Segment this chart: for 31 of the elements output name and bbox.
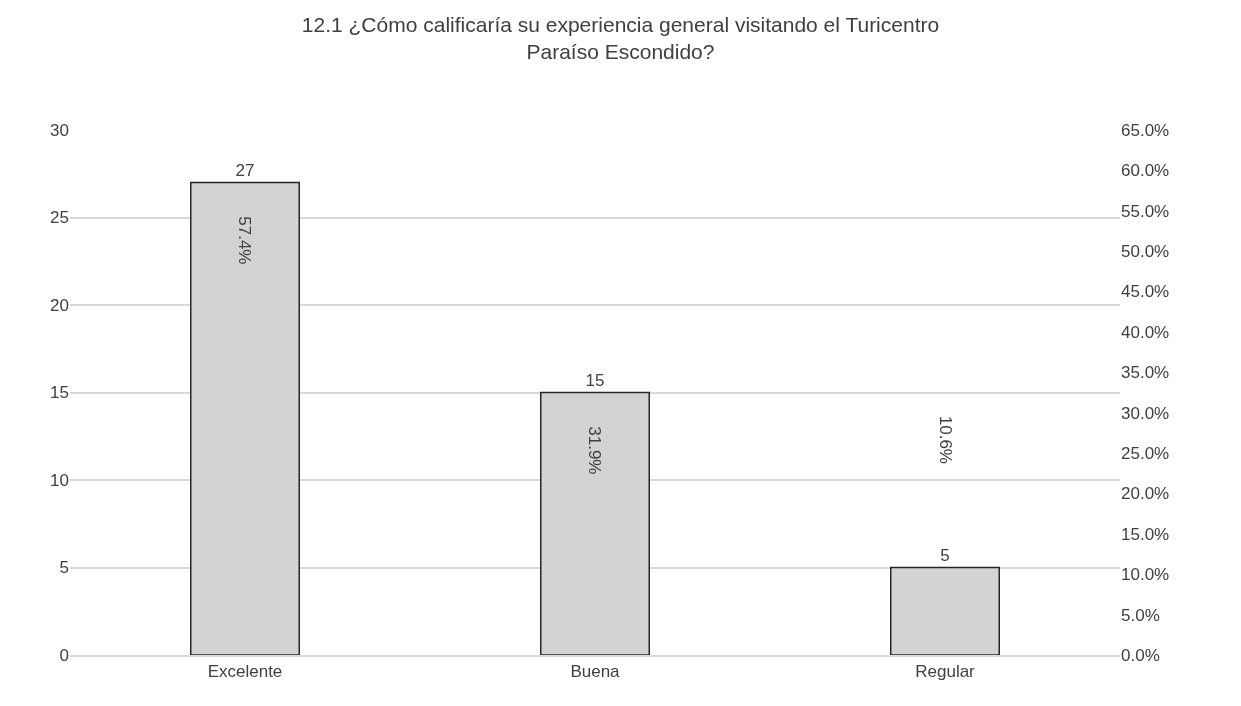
y2-tick-label: 45.0%: [1121, 282, 1170, 302]
y2-tick-label: 10.0%: [1121, 565, 1170, 585]
y2-tick-label: 60.0%: [1121, 161, 1170, 181]
x-tick-label: Excelente: [207, 662, 283, 682]
x-tick-label: Buena: [570, 662, 621, 682]
data-label: 5: [940, 545, 950, 565]
y2-tick-label: 20.0%: [1121, 484, 1170, 504]
y-tick-label: 10: [50, 470, 69, 490]
y2-tick-label: 30.0%: [1121, 403, 1170, 423]
chart-title: 12.1 ¿Cómo calificaría su experiencia general visitando el Turicentro Paraíso Escondido?: [301, 12, 940, 64]
data-label: 15: [585, 370, 605, 390]
y2-tick-label: 50.0%: [1121, 242, 1170, 262]
y-tick-label: 5: [59, 558, 69, 578]
y-tick-label: 0: [59, 645, 69, 665]
data-label: 27: [235, 160, 255, 180]
y2-tick-label: 55.0%: [1121, 201, 1170, 221]
annotation: 57.4%: [235, 216, 255, 265]
y2-tick-label: 15.0%: [1121, 524, 1170, 544]
y-tick-label: 15: [50, 383, 69, 403]
y2-tick-label: 25.0%: [1121, 444, 1170, 464]
annotation: 31.9%: [585, 426, 605, 475]
y2-tick-label: 35.0%: [1121, 363, 1170, 383]
y2-tick-label: 5.0%: [1121, 605, 1160, 625]
y2-tick-label: 65.0%: [1121, 120, 1170, 140]
y-tick-label: 25: [50, 208, 69, 228]
x-tick-label: Regular: [915, 662, 976, 682]
y2-tick-label: 0.0%: [1121, 645, 1160, 665]
y2-tick-label: 40.0%: [1121, 322, 1170, 342]
y-tick-label: 20: [50, 295, 69, 315]
y-tick-label: 30: [50, 120, 69, 140]
annotation: 10.6%: [935, 415, 955, 464]
